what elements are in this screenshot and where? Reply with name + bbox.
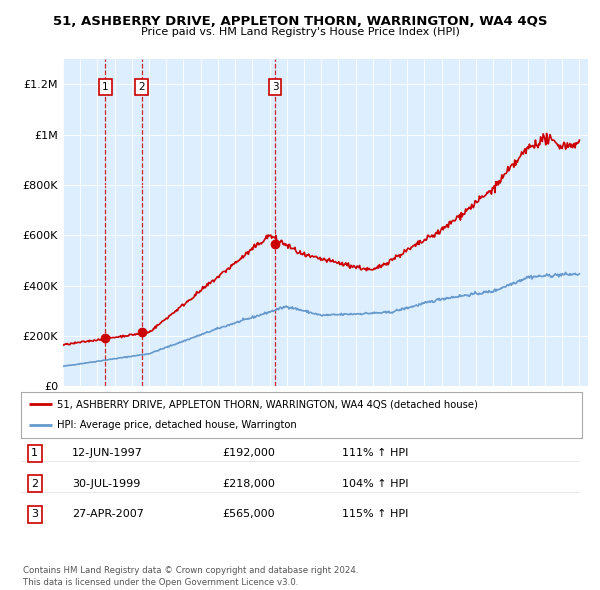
Text: Price paid vs. HM Land Registry's House Price Index (HPI): Price paid vs. HM Land Registry's House …: [140, 28, 460, 37]
Text: Contains HM Land Registry data © Crown copyright and database right 2024.
This d: Contains HM Land Registry data © Crown c…: [23, 566, 358, 587]
Text: 111% ↑ HPI: 111% ↑ HPI: [342, 448, 409, 458]
Text: 27-APR-2007: 27-APR-2007: [72, 510, 144, 519]
Text: 3: 3: [272, 81, 278, 91]
Text: £565,000: £565,000: [222, 510, 275, 519]
Text: 51, ASHBERRY DRIVE, APPLETON THORN, WARRINGTON, WA4 4QS (detached house): 51, ASHBERRY DRIVE, APPLETON THORN, WARR…: [58, 399, 478, 409]
Text: 104% ↑ HPI: 104% ↑ HPI: [342, 479, 409, 489]
Text: 2: 2: [31, 479, 38, 489]
Text: 2: 2: [139, 81, 145, 91]
Text: 1: 1: [102, 81, 109, 91]
Text: £192,000: £192,000: [222, 448, 275, 458]
Text: 115% ↑ HPI: 115% ↑ HPI: [342, 510, 409, 519]
Text: 12-JUN-1997: 12-JUN-1997: [72, 448, 143, 458]
Text: HPI: Average price, detached house, Warrington: HPI: Average price, detached house, Warr…: [58, 420, 297, 430]
Text: 30-JUL-1999: 30-JUL-1999: [72, 479, 140, 489]
Text: 51, ASHBERRY DRIVE, APPLETON THORN, WARRINGTON, WA4 4QS: 51, ASHBERRY DRIVE, APPLETON THORN, WARR…: [53, 15, 547, 28]
Text: 3: 3: [31, 510, 38, 519]
Text: £218,000: £218,000: [222, 479, 275, 489]
Text: 1: 1: [31, 448, 38, 458]
